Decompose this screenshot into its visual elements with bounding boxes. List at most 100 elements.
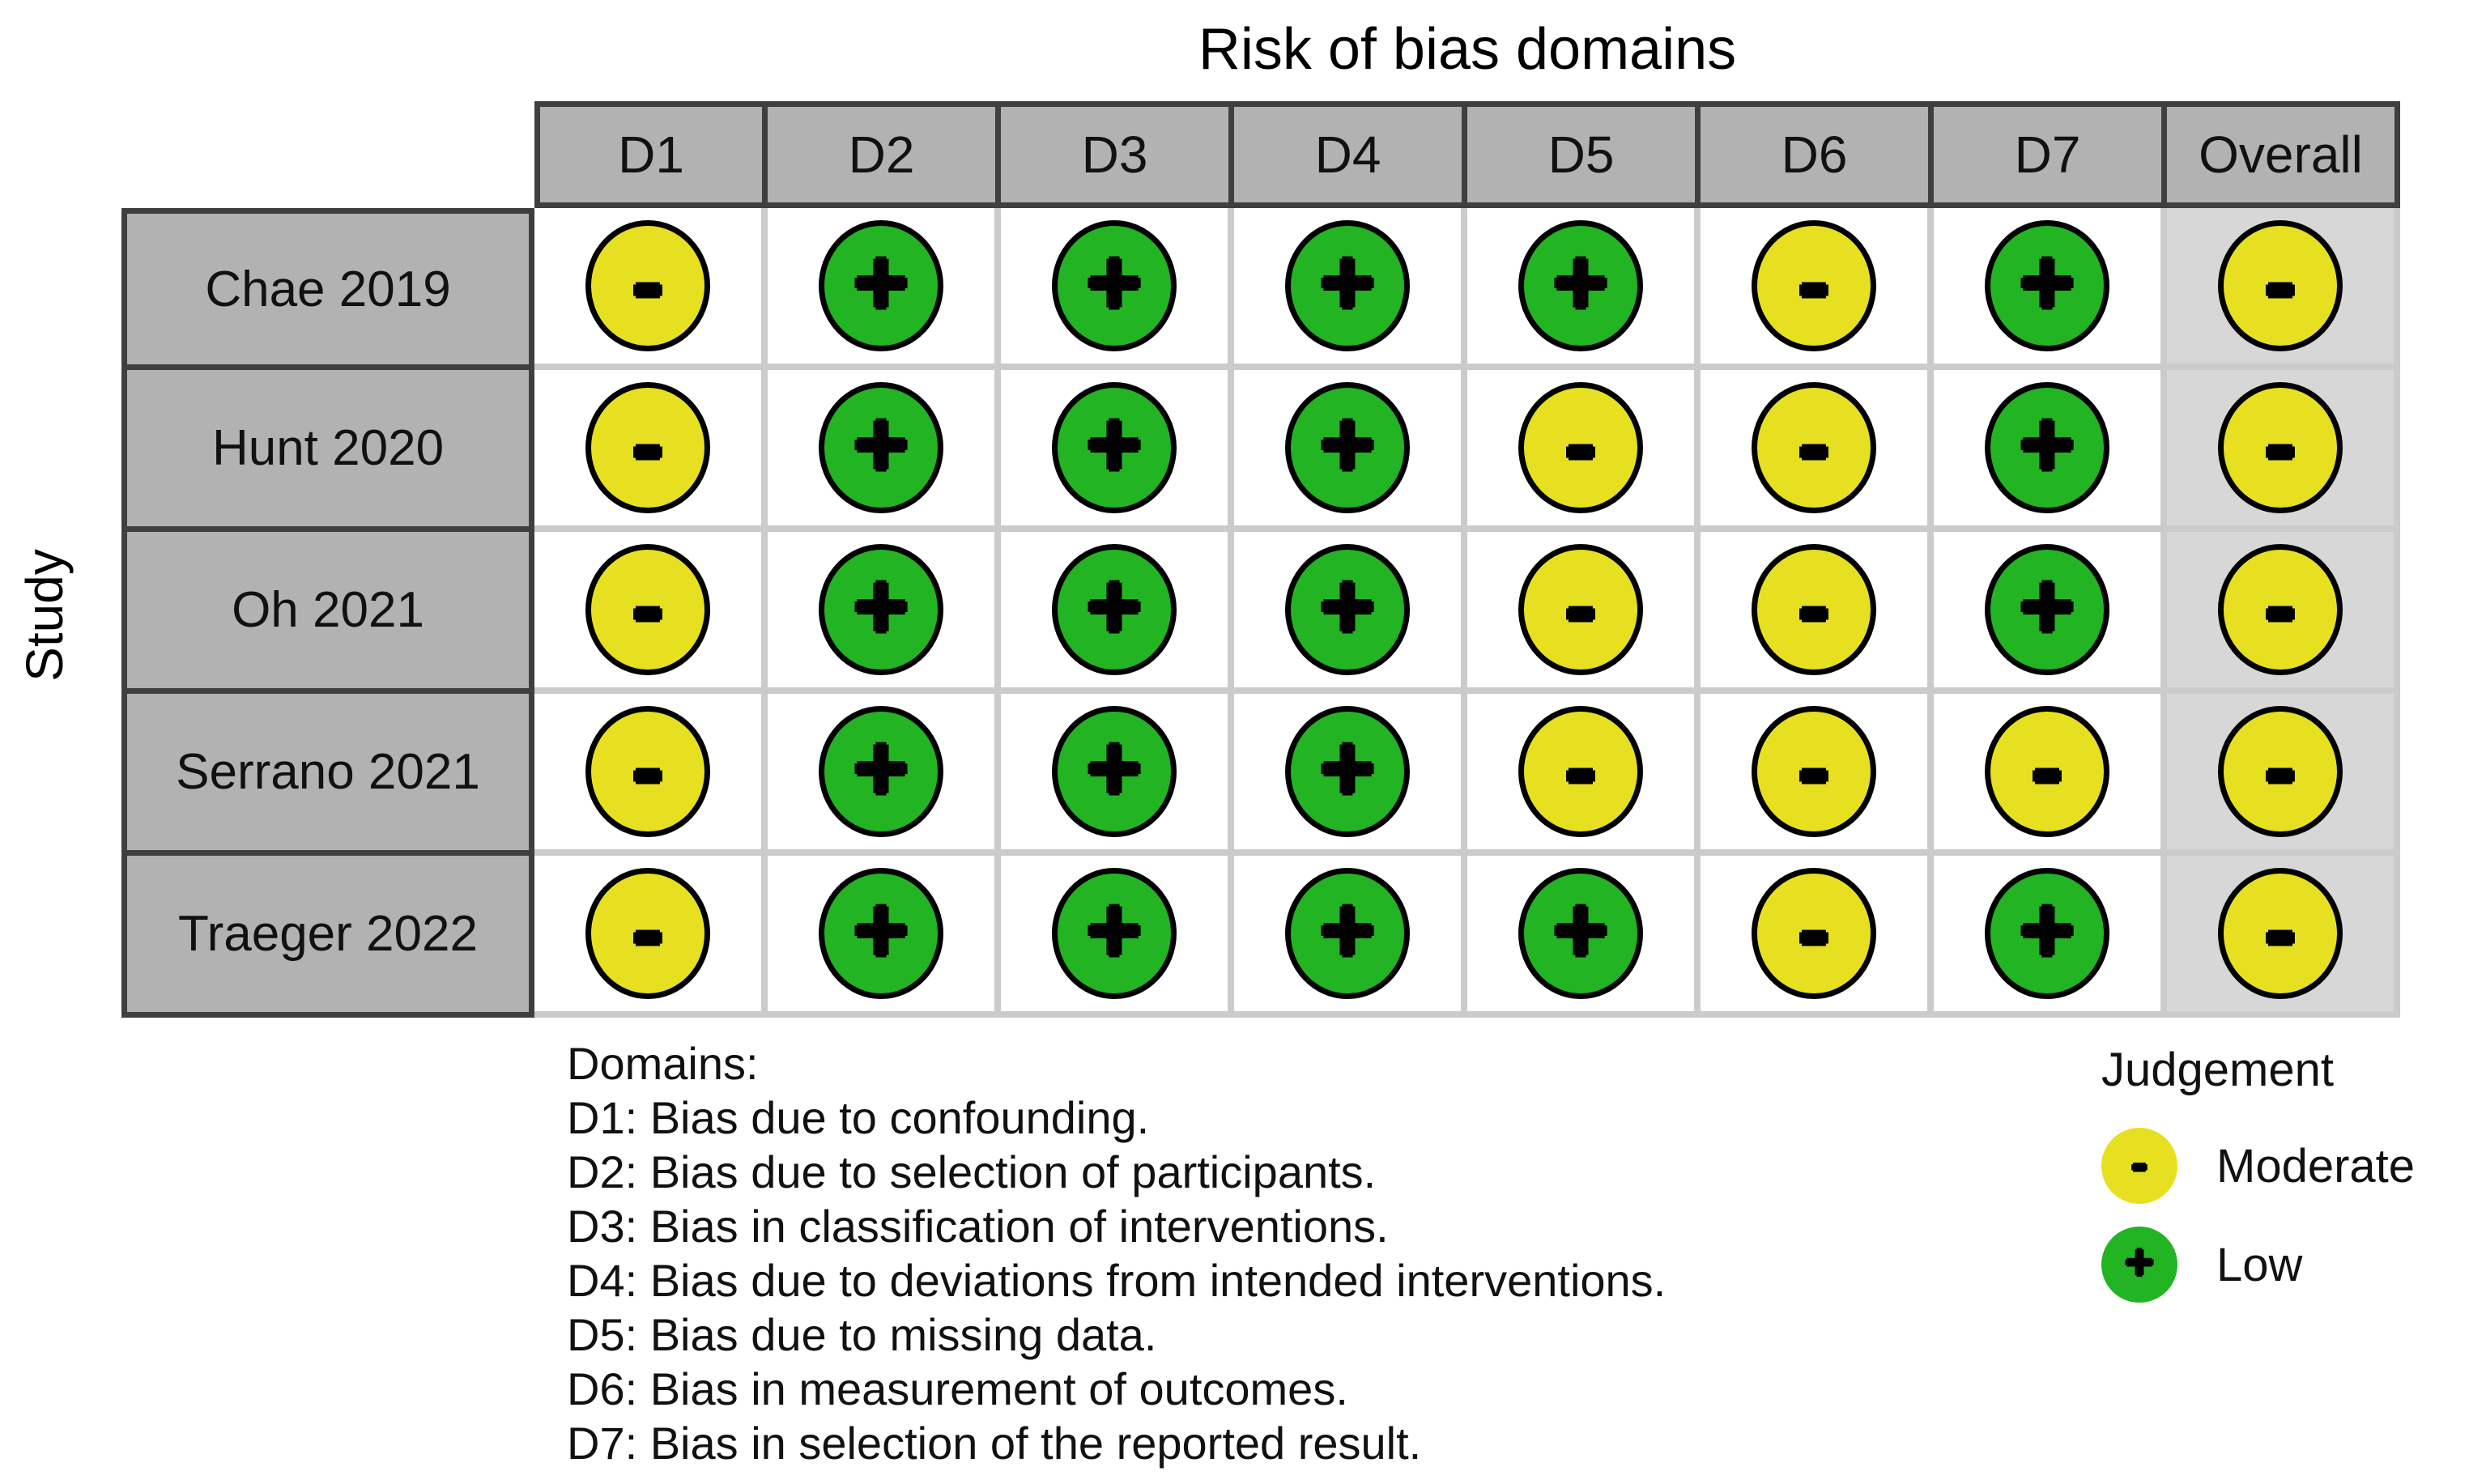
judgement-legend-item-low: + Low [2101,1227,2415,1303]
cell-serrano-d4: + [1234,694,1467,856]
judgement-dot: - [2218,220,2343,351]
judgement-dot: + [1285,382,1410,513]
judgement-dot: + [1052,220,1177,351]
cell-hunt-d6: - [1701,370,1934,532]
judgement-dot: + [1052,382,1177,513]
cell-oh-d5: - [1467,532,1701,694]
cell-hunt-d4: + [1234,370,1467,532]
judgement-dot: - [1752,706,1876,837]
judgement-dot: + [1518,868,1643,999]
study-label: Chae 2019 [121,208,534,370]
cell-hunt-d3: + [1001,370,1234,532]
cell-serrano-d2: + [768,694,1001,856]
judgement-dot: + [1985,382,2109,513]
cell-traeger-d1: - [534,856,768,1018]
judgement-legend-label: Moderate [2216,1139,2416,1193]
judgement-dot: - [1752,868,1876,999]
cell-serrano-d6: - [1701,694,1934,856]
judgement-dot: + [1985,544,2109,675]
cell-oh-d7: + [1934,532,2167,694]
judgement-dot: - [1985,706,2109,837]
judgement-legend: Judgement - Moderate + Low [2101,1043,2415,1325]
cell-oh-d6: - [1701,532,1934,694]
judgement-legend-item-moderate: - Moderate [2101,1128,2415,1204]
cell-chae-d2: + [768,208,1001,370]
judgement-dot: + [819,544,943,675]
cell-serrano-overall: - [2167,694,2400,856]
judgement-dot: + [1518,220,1643,351]
column-header-d2: D2 [768,101,1001,208]
study-axis-label: Study [15,549,74,682]
domains-legend-heading: Domains: [567,1038,759,1089]
cell-oh-d4: + [1234,532,1467,694]
column-header-d1: D1 [534,101,768,208]
column-header-d7: D7 [1934,101,2167,208]
judgement-dot: - [585,382,710,513]
domain-definition-d2: D2: Bias due to selection of participant… [567,1146,1377,1197]
cell-traeger-d2: + [768,856,1001,1018]
traffic-light-table: D1 D2 D3 D4 D5 D6 D7 Overall Chae 2019 -… [121,101,2400,1018]
judgement-dot: + [1052,868,1177,999]
judgement-dot: - [1752,544,1876,675]
cell-traeger-d6: - [1701,856,1934,1018]
judgement-dot: - [585,868,710,999]
domain-definition-d3: D3: Bias in classification of interventi… [567,1201,1389,1252]
column-header-overall: Overall [2167,101,2400,208]
cell-traeger-overall: - [2167,856,2400,1018]
judgement-dot: + [819,220,943,351]
domains-legend: Domains: D1: Bias due to confounding. D2… [567,1036,1666,1470]
judgement-dot: - [1518,544,1643,675]
judgement-dot: - [585,544,710,675]
judgement-dot: - [1752,220,1876,351]
judgement-legend-title: Judgement [2101,1044,2334,1096]
column-header-d4: D4 [1234,101,1467,208]
judgement-dot: - [585,706,710,837]
domain-definition-d6: D6: Bias in measurement of outcomes. [567,1363,1348,1414]
judgement-dot: + [1285,706,1410,837]
figure-title: Risk of bias domains [1198,17,1737,82]
cell-traeger-d7: + [1934,856,2167,1018]
judgement-legend-label: Low [2216,1238,2303,1291]
study-label: Oh 2021 [121,532,534,694]
judgement-dot: + [1985,868,2109,999]
cell-serrano-d1: - [534,694,768,856]
judgement-dot: - [2218,868,2343,999]
column-header-d5: D5 [1467,101,1701,208]
column-header-d6: D6 [1701,101,1934,208]
study-label: Traeger 2022 [121,856,534,1018]
cell-chae-overall: - [2167,208,2400,370]
domain-definition-d1: D1: Bias due to confounding. [567,1092,1150,1143]
cell-hunt-d1: - [534,370,768,532]
judgement-dot: + [1052,706,1177,837]
judgement-dot: + [1285,868,1410,999]
cell-serrano-d7: - [1934,694,2167,856]
domain-definition-d5: D5: Bias due to missing data. [567,1309,1157,1360]
cell-oh-overall: - [2167,532,2400,694]
judgement-dot: + [819,868,943,999]
judgement-dot: + [819,706,943,837]
judgement-dot: - [2218,544,2343,675]
cell-chae-d6: - [1701,208,1934,370]
cell-hunt-overall: - [2167,370,2400,532]
judgement-dot: + [1285,544,1410,675]
low-key-icon: + [2101,1227,2177,1303]
cell-chae-d4: + [1234,208,1467,370]
study-label: Serrano 2021 [121,694,534,856]
judgement-dot: - [2218,382,2343,513]
column-header-d3: D3 [1001,101,1234,208]
cell-oh-d3: + [1001,532,1234,694]
judgement-dot: - [1518,706,1643,837]
cell-hunt-d2: + [768,370,1001,532]
judgement-dot: + [1285,220,1410,351]
cell-oh-d1: - [534,532,768,694]
cell-hunt-d5: - [1467,370,1701,532]
corner-cell [121,101,534,208]
cell-traeger-d4: + [1234,856,1467,1018]
judgement-dot: + [1985,220,2109,351]
cell-chae-d3: + [1001,208,1234,370]
cell-chae-d7: + [1934,208,2167,370]
cell-traeger-d3: + [1001,856,1234,1018]
moderate-key-icon: - [2101,1128,2177,1204]
cell-traeger-d5: + [1467,856,1701,1018]
